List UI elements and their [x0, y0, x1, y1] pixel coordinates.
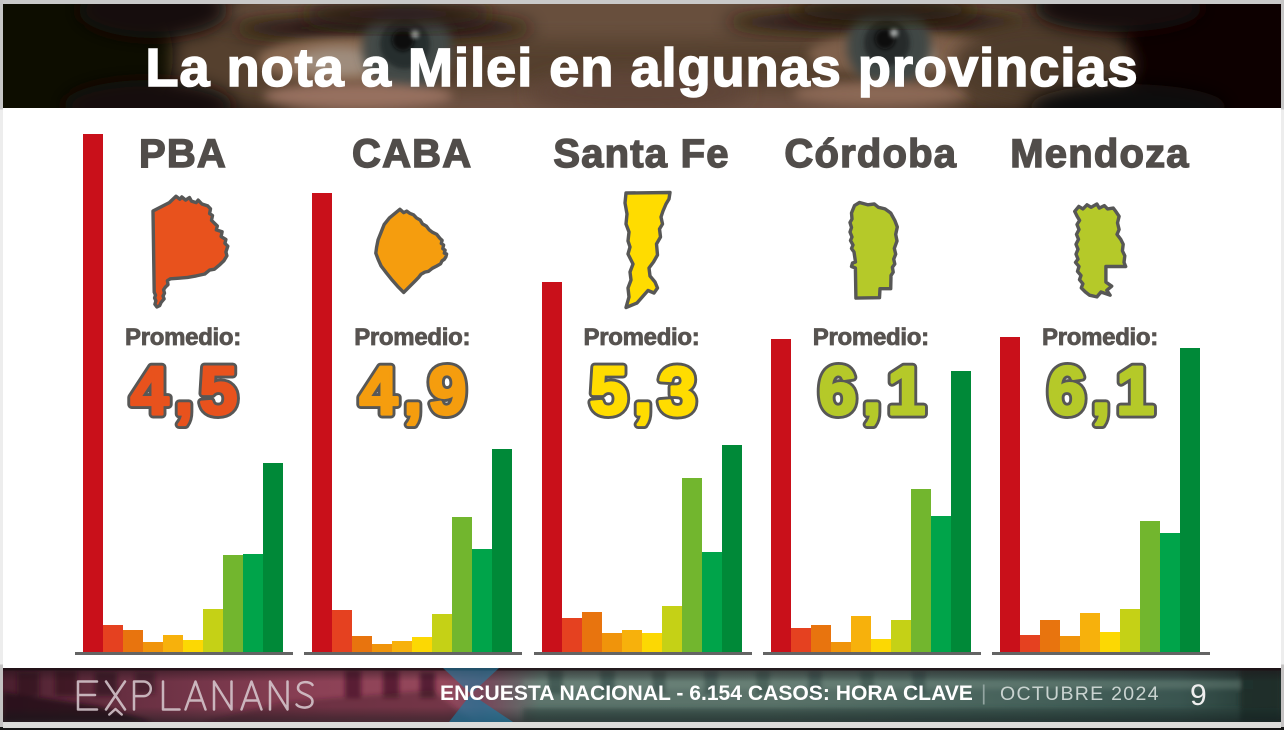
svg-text:5,3: 5,3 [589, 353, 702, 429]
svg-text:4,5: 4,5 [131, 353, 244, 429]
svg-text:4,5: 4,5 [131, 353, 244, 429]
svg-text:5,3: 5,3 [589, 353, 702, 429]
svg-text:4,9: 4,9 [360, 353, 473, 429]
svg-text:6,1: 6,1 [819, 353, 932, 429]
svg-text:6,1: 6,1 [819, 353, 932, 429]
svg-text:6,1: 6,1 [1048, 353, 1161, 429]
svg-text:6,1: 6,1 [1048, 353, 1161, 429]
svg-text:4,9: 4,9 [360, 353, 473, 429]
